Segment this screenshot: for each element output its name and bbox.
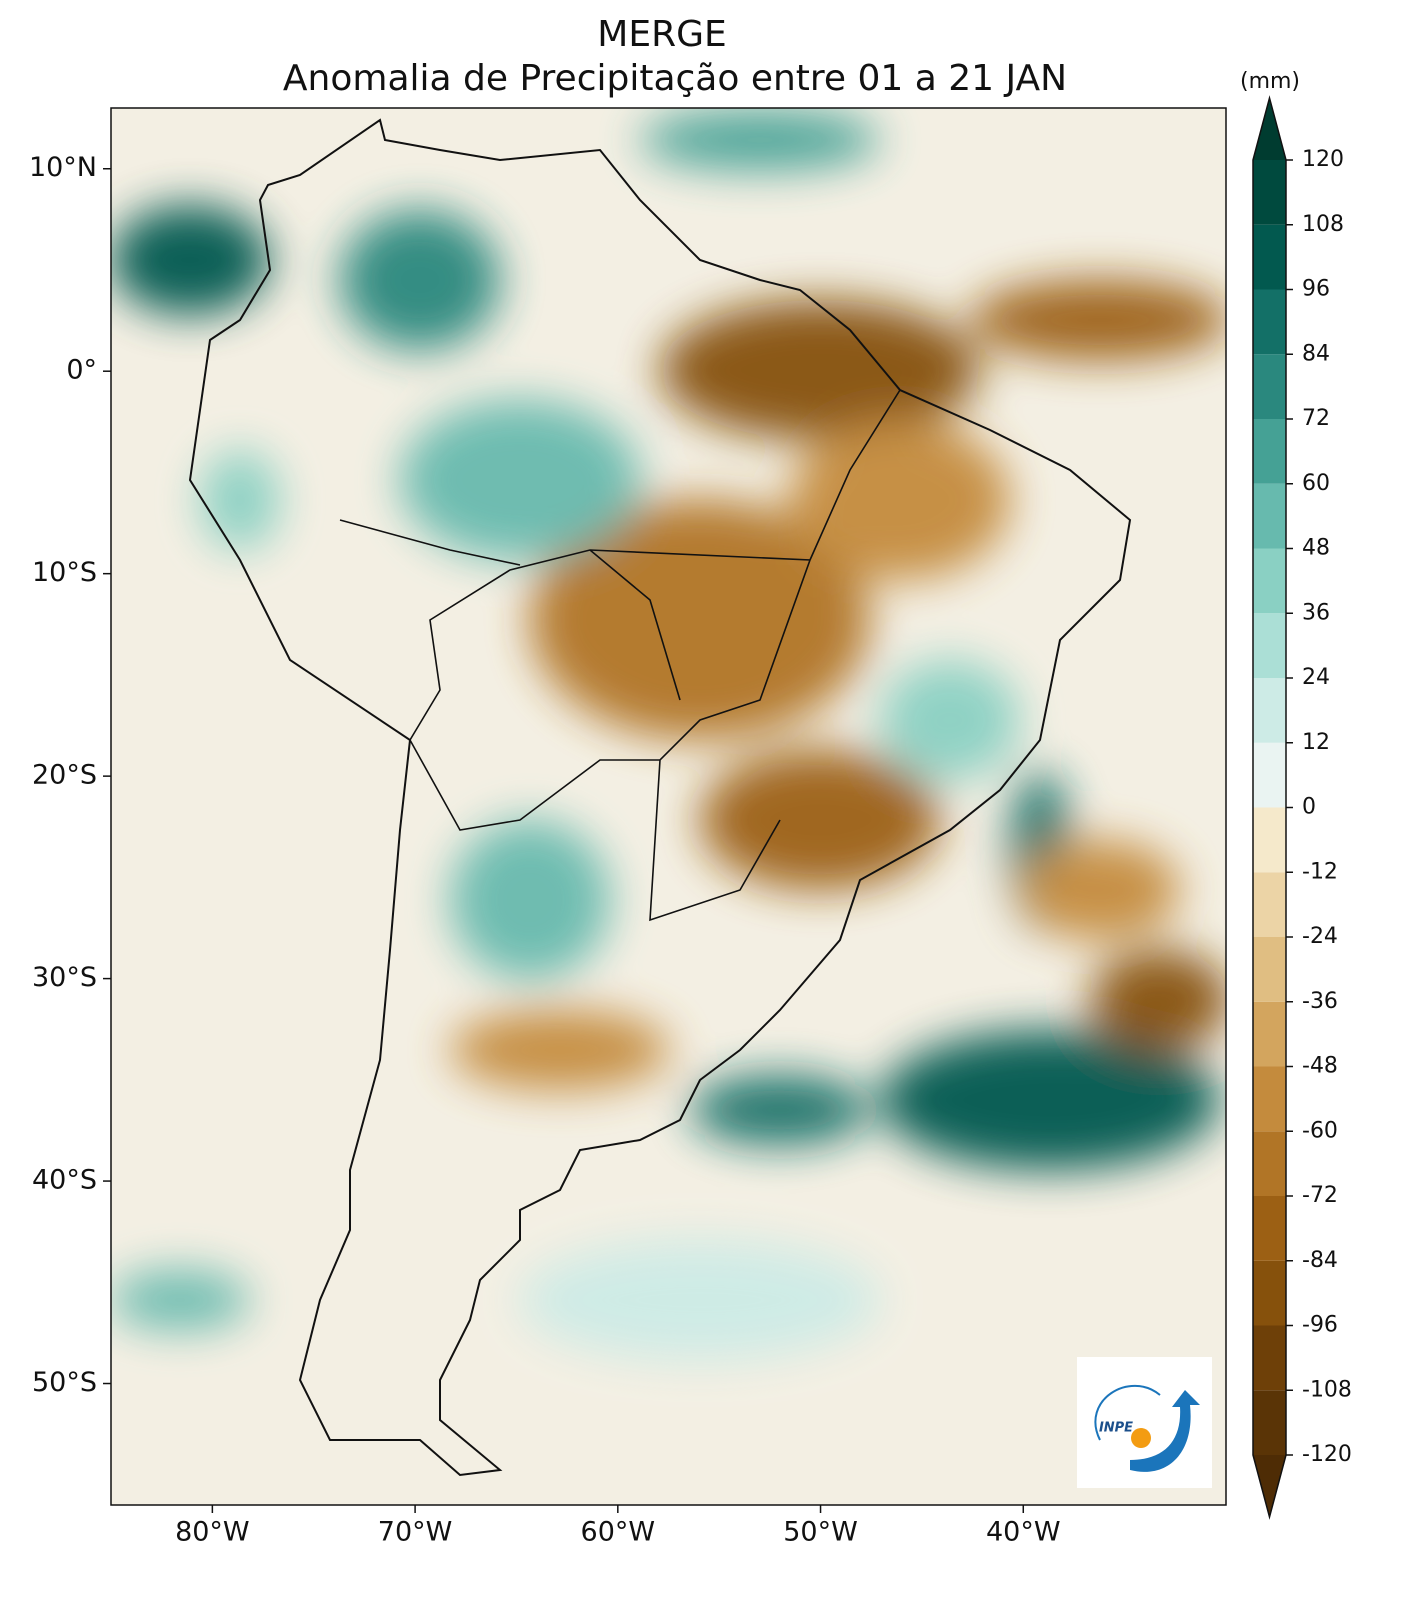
colorbar-tick-label: -12 [1302, 859, 1338, 884]
colorbar-label: (mm) [1240, 69, 1300, 94]
y-tick-label: 0° [66, 355, 97, 386]
y-tick-label: 40°S [32, 1165, 97, 1196]
y-tick-label: 50°S [32, 1367, 97, 1398]
colorbar-tick-label: 120 [1302, 147, 1344, 172]
colorbar-segment [1253, 1260, 1286, 1326]
colorbar-tick-label: 48 [1302, 536, 1330, 561]
colorbar-segment [1253, 548, 1286, 614]
y-tick-label: 10°S [32, 557, 97, 588]
y-tick-label: 20°S [32, 760, 97, 791]
colorbar-segment [1253, 742, 1286, 808]
colorbar-tick-label: -24 [1302, 924, 1338, 949]
colorbar-tick-label: -72 [1302, 1183, 1338, 1208]
colorbar-segment [1253, 613, 1286, 678]
colorbar-tick-label: 72 [1302, 406, 1330, 431]
colorbar-tick-label: -84 [1302, 1248, 1338, 1273]
coastline [188, 118, 1132, 1477]
colorbar-segment [1253, 872, 1286, 937]
colorbar-segment [1253, 1066, 1286, 1132]
colorbar-segment [1253, 1325, 1286, 1391]
logo-text: INPE [1099, 1421, 1133, 1436]
colorbar-tick-label: -48 [1302, 1054, 1338, 1079]
colorbar-segment [1253, 160, 1286, 225]
x-tick-label: 80°W [175, 1517, 250, 1548]
colorbar-over [1253, 98, 1286, 160]
colorbar-segment [1253, 483, 1286, 549]
colorbar-segment [1253, 1196, 1286, 1261]
map-frame [110, 107, 1227, 1506]
colorbar-tick-label: 36 [1302, 600, 1330, 625]
colorbar-segment [1253, 1390, 1286, 1455]
x-tick-label: 70°W [378, 1517, 453, 1548]
x-tick-label: 50°W [783, 1517, 858, 1548]
colorbar-segment [1253, 937, 1286, 1002]
colorbar-segment [1253, 1001, 1286, 1067]
map-field [111, 108, 1226, 1505]
colorbar-segment [1253, 807, 1286, 873]
colorbar-tick-label: 96 [1302, 277, 1330, 302]
colorbar-tick-label: -60 [1302, 1118, 1338, 1143]
y-tick-label: 10°N [29, 152, 97, 183]
colorbar-segment [1253, 354, 1286, 419]
colorbar-segment [1253, 224, 1286, 290]
colorbar-tick-label: 12 [1302, 730, 1330, 755]
colorbar-segment [1253, 289, 1286, 355]
colorbar-tick-label: -120 [1302, 1442, 1352, 1467]
colorbar-tick-label: -108 [1302, 1377, 1352, 1402]
colorbar-tick-label: 84 [1302, 341, 1330, 366]
colorbar-tick-label: 60 [1302, 471, 1330, 496]
subtitle: Anomalia de Precipitação entre 01 a 21 J… [283, 58, 1067, 99]
colorbar-tick-label: -96 [1302, 1313, 1338, 1338]
colorbar-tick-label: 24 [1302, 665, 1330, 690]
colorbar-tick-label: -36 [1302, 989, 1338, 1014]
colorbar-under [1253, 1455, 1286, 1517]
title: MERGE [597, 14, 726, 55]
logo: INPE [1077, 1357, 1212, 1488]
y-tick-label: 30°S [32, 962, 97, 993]
x-tick-label: 40°W [986, 1517, 1061, 1548]
colorbar-segment [1253, 1131, 1286, 1196]
x-tick-label: 60°W [581, 1517, 656, 1548]
colorbar-tick-label: 0 [1302, 795, 1316, 820]
borders [339, 389, 901, 922]
colorbar-segment [1253, 419, 1286, 484]
colorbar-segment [1253, 678, 1286, 743]
colorbar-tick-label: 108 [1302, 212, 1344, 237]
